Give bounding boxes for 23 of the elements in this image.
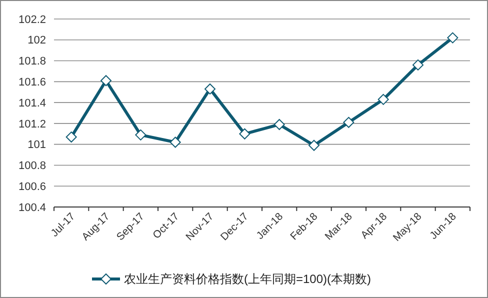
y-tick-label: 100.8: [18, 160, 46, 172]
y-tick-label: 100.4: [18, 202, 46, 214]
point: [343, 116, 354, 128]
point: [378, 94, 389, 105]
y-tick-label: 100.6: [18, 180, 46, 193]
y-tick-label: 101.8: [18, 56, 46, 68]
y-tick-label: 102: [28, 34, 46, 47]
point: [66, 132, 77, 143]
y-tick-label: 101.6: [18, 76, 46, 89]
point: [239, 128, 250, 140]
y-tick-label: 101.4: [18, 97, 46, 110]
point: [100, 75, 112, 86]
y-tick-label: 102.2: [18, 14, 46, 26]
point: [447, 32, 458, 44]
point: [412, 59, 424, 70]
y-tick-label: 101: [28, 139, 46, 152]
point: [135, 129, 146, 140]
y-tick-label: 101.2: [18, 118, 46, 130]
point: [308, 140, 320, 151]
point: [204, 83, 216, 94]
point: [274, 118, 285, 130]
legend-label: 农业生产资料价格指数(上年同期=100)(本期数): [124, 272, 372, 286]
point: [170, 136, 181, 148]
